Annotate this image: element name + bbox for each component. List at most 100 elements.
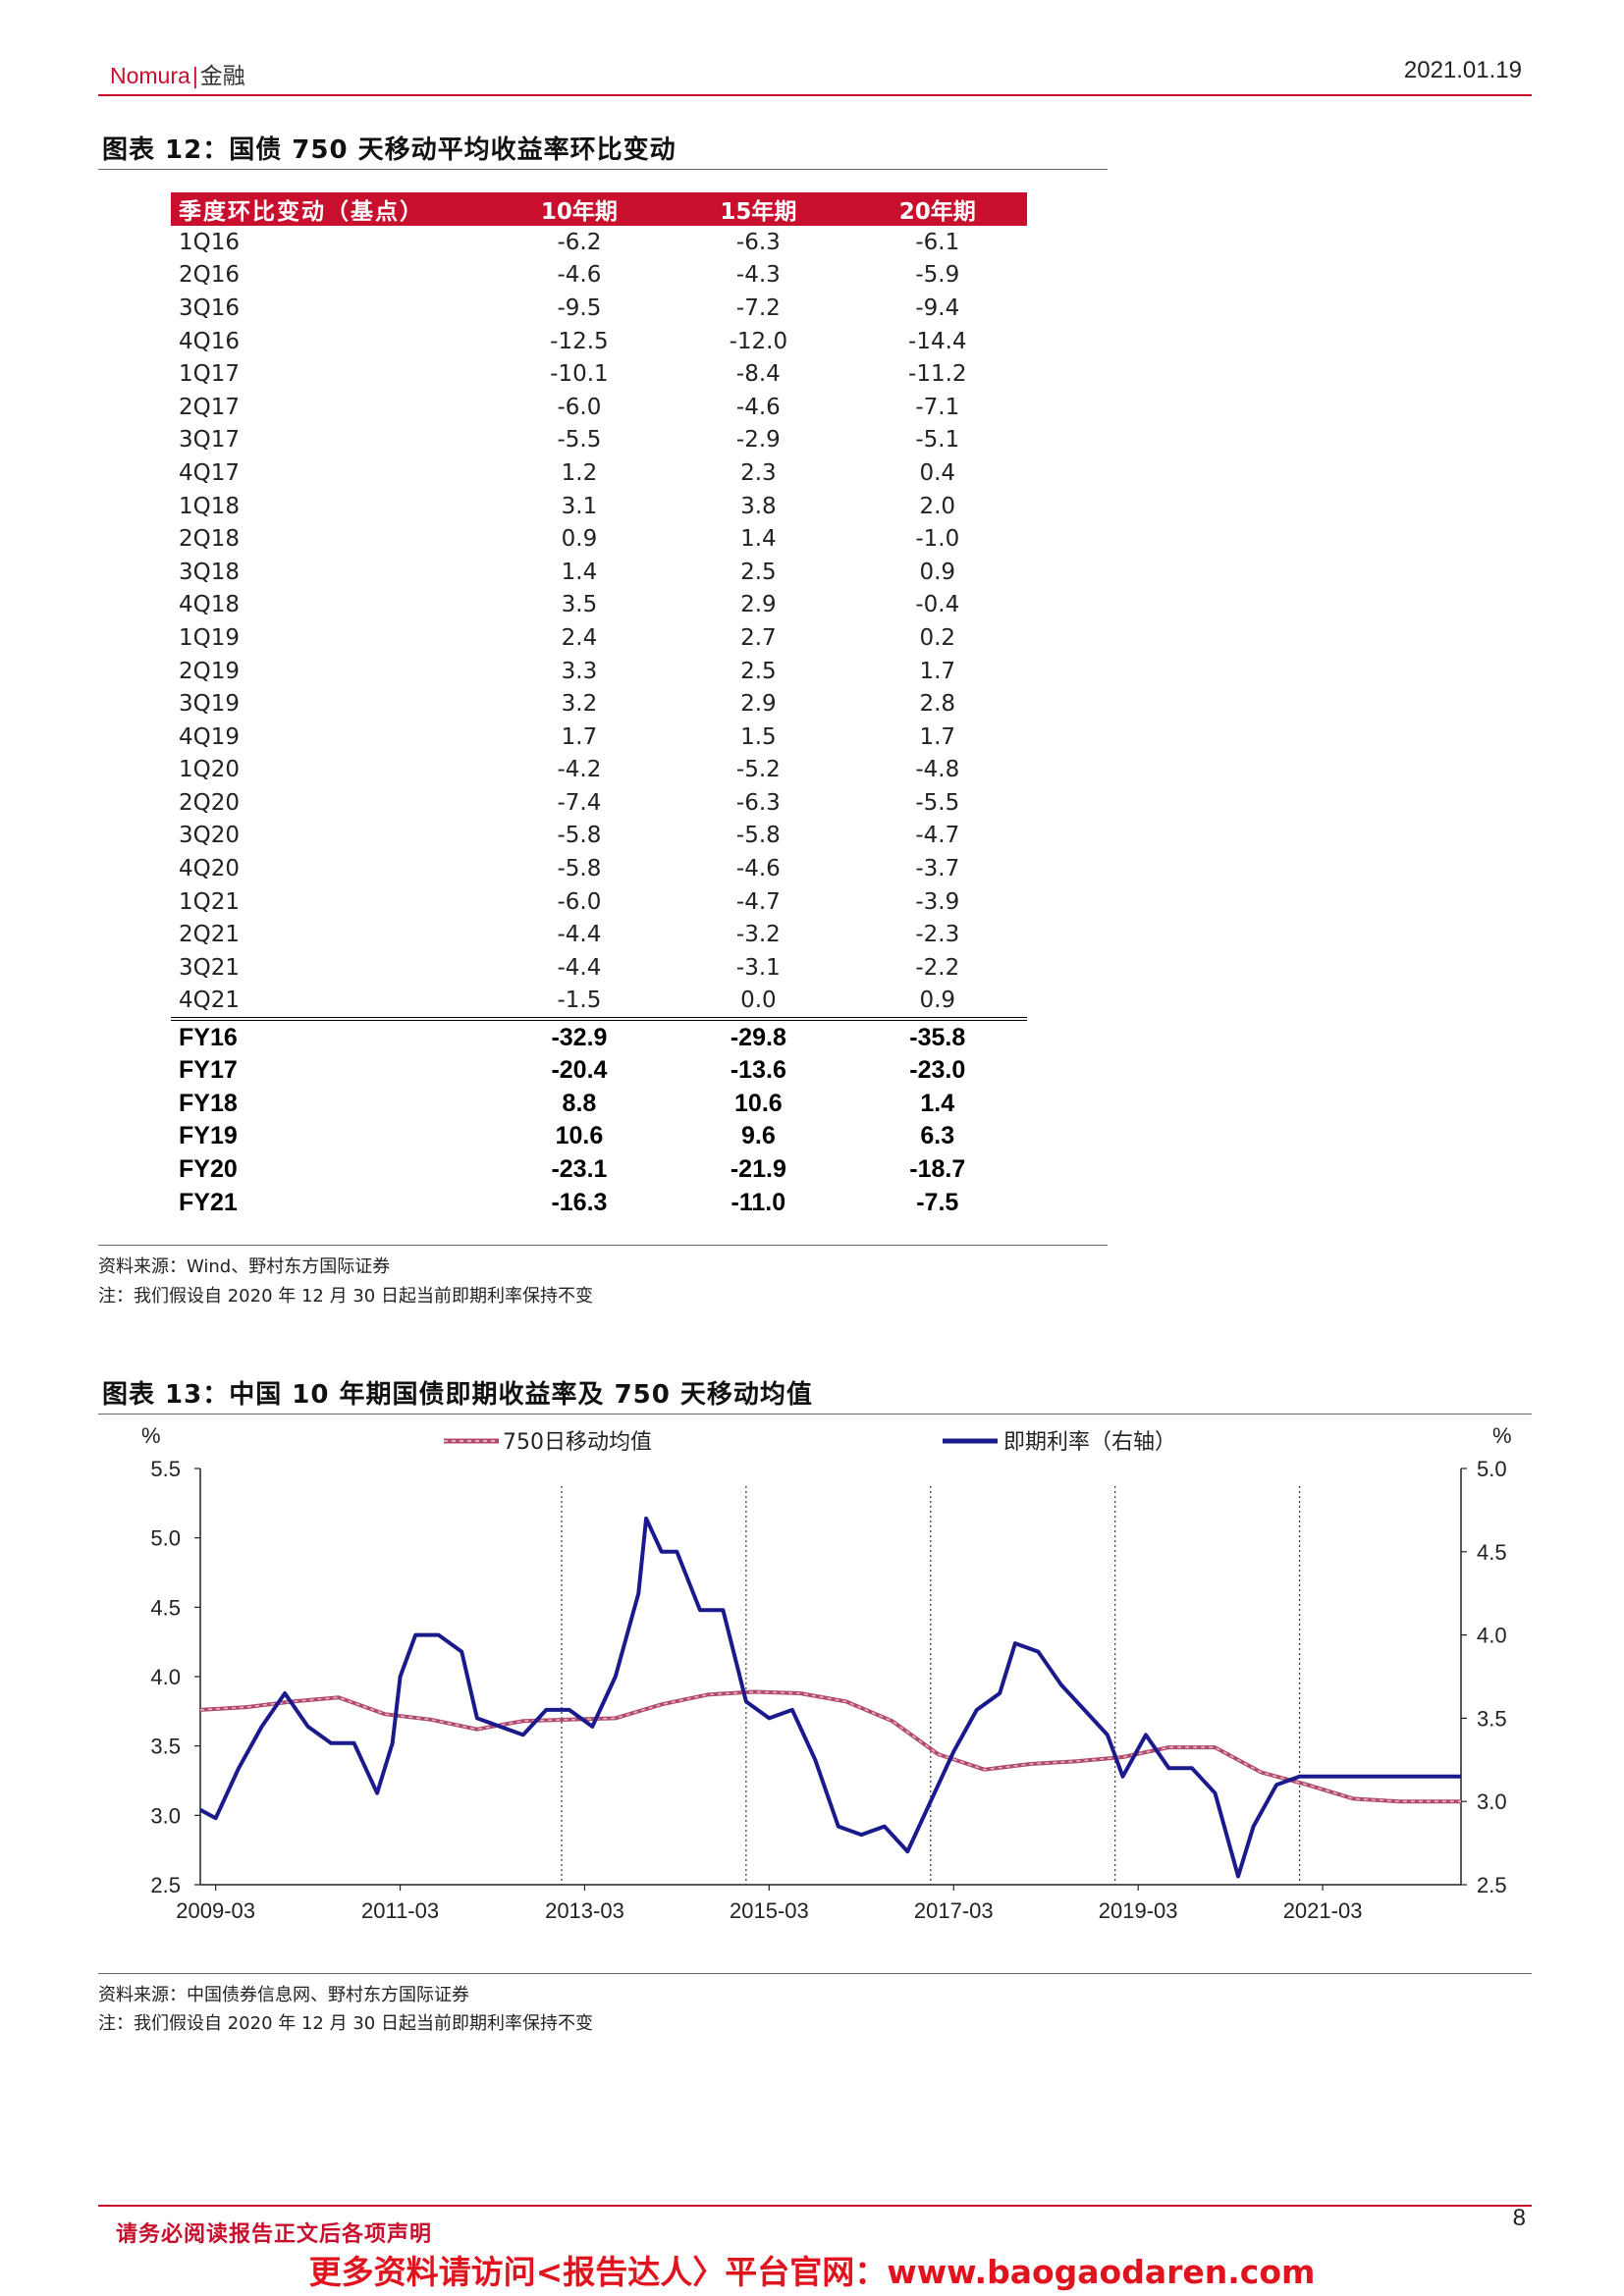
left-tick-label: 3.0 — [150, 1803, 181, 1828]
cell-period: 4Q18 — [179, 592, 241, 618]
cell-15y: -4.6 — [735, 856, 781, 882]
cell-10y: 8.8 — [562, 1089, 597, 1117]
cell-period: 1Q21 — [179, 888, 241, 915]
cell-10y: 3.2 — [561, 691, 598, 718]
cell-period: 4Q20 — [179, 856, 241, 882]
brand-name: Nomura — [110, 63, 190, 88]
cell-10y: 0.9 — [561, 526, 598, 553]
cell-10y: -4.6 — [557, 262, 602, 289]
right-tick-label: 4.0 — [1477, 1624, 1507, 1648]
cell-period: 3Q21 — [179, 954, 241, 981]
footer-rule — [98, 2205, 1532, 2207]
cell-10y: -12.5 — [550, 328, 609, 354]
page-number: 8 — [1512, 2205, 1526, 2231]
cell-20y: -7.1 — [915, 394, 960, 420]
cell-20y: 2.0 — [919, 493, 956, 519]
cell-20y: -14.4 — [908, 328, 967, 354]
fy-row: FY17 -20.4 -13.6 -23.0 — [171, 1054, 1027, 1088]
cell-period: 2Q16 — [179, 262, 241, 289]
cell-10y: 1.2 — [561, 459, 598, 486]
cell-10y: 1.4 — [561, 559, 598, 585]
fy-row: FY16 -32.9 -29.8 -35.8 — [171, 1017, 1027, 1054]
chart-figure-title: 图表 13：中国 10 年期国债即期收益率及 750 天移动均值 — [102, 1380, 813, 1410]
table-row: 1Q18 3.1 3.8 2.0 — [171, 490, 1027, 523]
cell-period: 2Q20 — [179, 789, 241, 816]
cell-15y: -6.3 — [735, 789, 781, 816]
cell-20y: -4.7 — [915, 823, 960, 849]
table-row: 3Q18 1.4 2.5 0.9 — [171, 556, 1027, 589]
cell-10y: -9.5 — [557, 294, 602, 321]
cell-15y: -21.9 — [730, 1154, 786, 1183]
cell-period: 2Q21 — [179, 922, 241, 948]
table-row: 4Q18 3.5 2.9 -0.4 — [171, 589, 1027, 622]
table-row: 1Q16 -6.2 -6.3 -6.1 — [171, 226, 1027, 259]
cell-10y: -4.2 — [557, 757, 602, 783]
table-source: 资料来源：Wind、野村东方国际证券 — [98, 1256, 391, 1277]
cell-20y: 1.7 — [919, 658, 956, 684]
brand-header: Nomura|金融 — [110, 57, 245, 90]
table-row: 3Q16 -9.5 -7.2 -9.4 — [171, 292, 1027, 325]
cell-period: 3Q20 — [179, 823, 241, 849]
cell-period: FY16 — [171, 1017, 490, 1054]
report-date: 2021.01.19 — [1403, 57, 1522, 83]
right-tick-label: 2.5 — [1477, 1873, 1507, 1897]
cell-15y: -29.8 — [669, 1017, 848, 1054]
cell-period: 4Q16 — [179, 328, 241, 354]
cell-period: 1Q16 — [179, 229, 241, 255]
cell-15y: 1.4 — [740, 526, 777, 553]
cell-period: 3Q16 — [179, 294, 241, 321]
legend-spot-label: 即期利率（右轴） — [1003, 1430, 1176, 1455]
cell-10y: 2.4 — [561, 624, 598, 651]
right-tick-label: 3.5 — [1477, 1706, 1507, 1731]
table-top-rule — [98, 169, 1108, 170]
header-20y: 20年期 — [847, 192, 1027, 226]
table-row: 1Q19 2.4 2.7 0.2 — [171, 621, 1027, 655]
header-quarter: 季度环比变动（基点） — [171, 192, 490, 226]
cell-15y: -11.0 — [731, 1188, 786, 1216]
cell-20y: -5.9 — [915, 262, 960, 289]
table-row: 3Q20 -5.8 -5.8 -4.7 — [171, 820, 1027, 853]
x-tick-label: 2017-03 — [914, 1898, 994, 1923]
table-row: 2Q21 -4.4 -3.2 -2.3 — [171, 918, 1027, 951]
table-row: 3Q21 -4.4 -3.1 -2.2 — [171, 951, 1027, 985]
spot-rate-series-line — [199, 1516, 1461, 1879]
cell-10y: 1.7 — [561, 723, 598, 750]
cell-10y: -32.9 — [489, 1017, 670, 1054]
cell-15y: -4.3 — [735, 262, 781, 289]
cell-20y: 0.4 — [919, 459, 956, 486]
cell-period: FY21 — [179, 1188, 238, 1216]
cell-10y: -4.4 — [557, 922, 602, 948]
cell-period: 2Q19 — [179, 658, 241, 684]
right-tick-label: 4.5 — [1477, 1540, 1507, 1565]
cell-15y: -13.6 — [730, 1056, 786, 1085]
cell-15y: -4.7 — [735, 888, 781, 915]
cell-10y: -10.1 — [550, 361, 609, 388]
cell-15y: 0.0 — [740, 988, 777, 1014]
footer-disclaimer: 请务必阅读报告正文后各项声明 — [116, 2222, 433, 2247]
left-tick-label: 3.5 — [150, 1735, 181, 1759]
cell-15y: 2.9 — [740, 592, 777, 618]
table-row: 4Q21 -1.5 0.0 0.9 — [171, 985, 1027, 1020]
cell-15y: -3.1 — [735, 954, 781, 981]
cell-20y: -5.1 — [915, 427, 960, 454]
cell-10y: 3.1 — [561, 493, 598, 519]
chart-note: 注：我们假设自 2020 年 12 月 30 日起当前即期利率保持不变 — [98, 2013, 593, 2034]
cell-10y: -23.1 — [551, 1154, 608, 1183]
cell-15y: 2.7 — [740, 624, 777, 651]
cell-15y: 9.6 — [740, 1122, 776, 1150]
x-tick-label: 2011-03 — [361, 1898, 439, 1923]
table-row: 2Q20 -7.4 -6.3 -5.5 — [171, 786, 1027, 820]
brand-separator: | — [191, 63, 198, 88]
cell-period: 3Q19 — [179, 691, 241, 718]
table-row: 2Q18 0.9 1.4 -1.0 — [171, 522, 1027, 556]
cell-20y: -3.9 — [915, 888, 960, 915]
x-tick-label: 2015-03 — [730, 1898, 809, 1923]
cell-15y: -5.2 — [735, 757, 781, 783]
fy-row: FY19 10.6 9.6 6.3 — [171, 1120, 1027, 1153]
cell-10y: -16.3 — [551, 1188, 608, 1216]
cell-15y: -3.2 — [735, 922, 781, 948]
table-row: 4Q20 -5.8 -4.6 -3.7 — [171, 852, 1027, 885]
cell-20y: -2.2 — [915, 954, 960, 981]
cell-20y: -0.4 — [915, 592, 960, 618]
table-row: 2Q19 3.3 2.5 1.7 — [171, 655, 1027, 688]
